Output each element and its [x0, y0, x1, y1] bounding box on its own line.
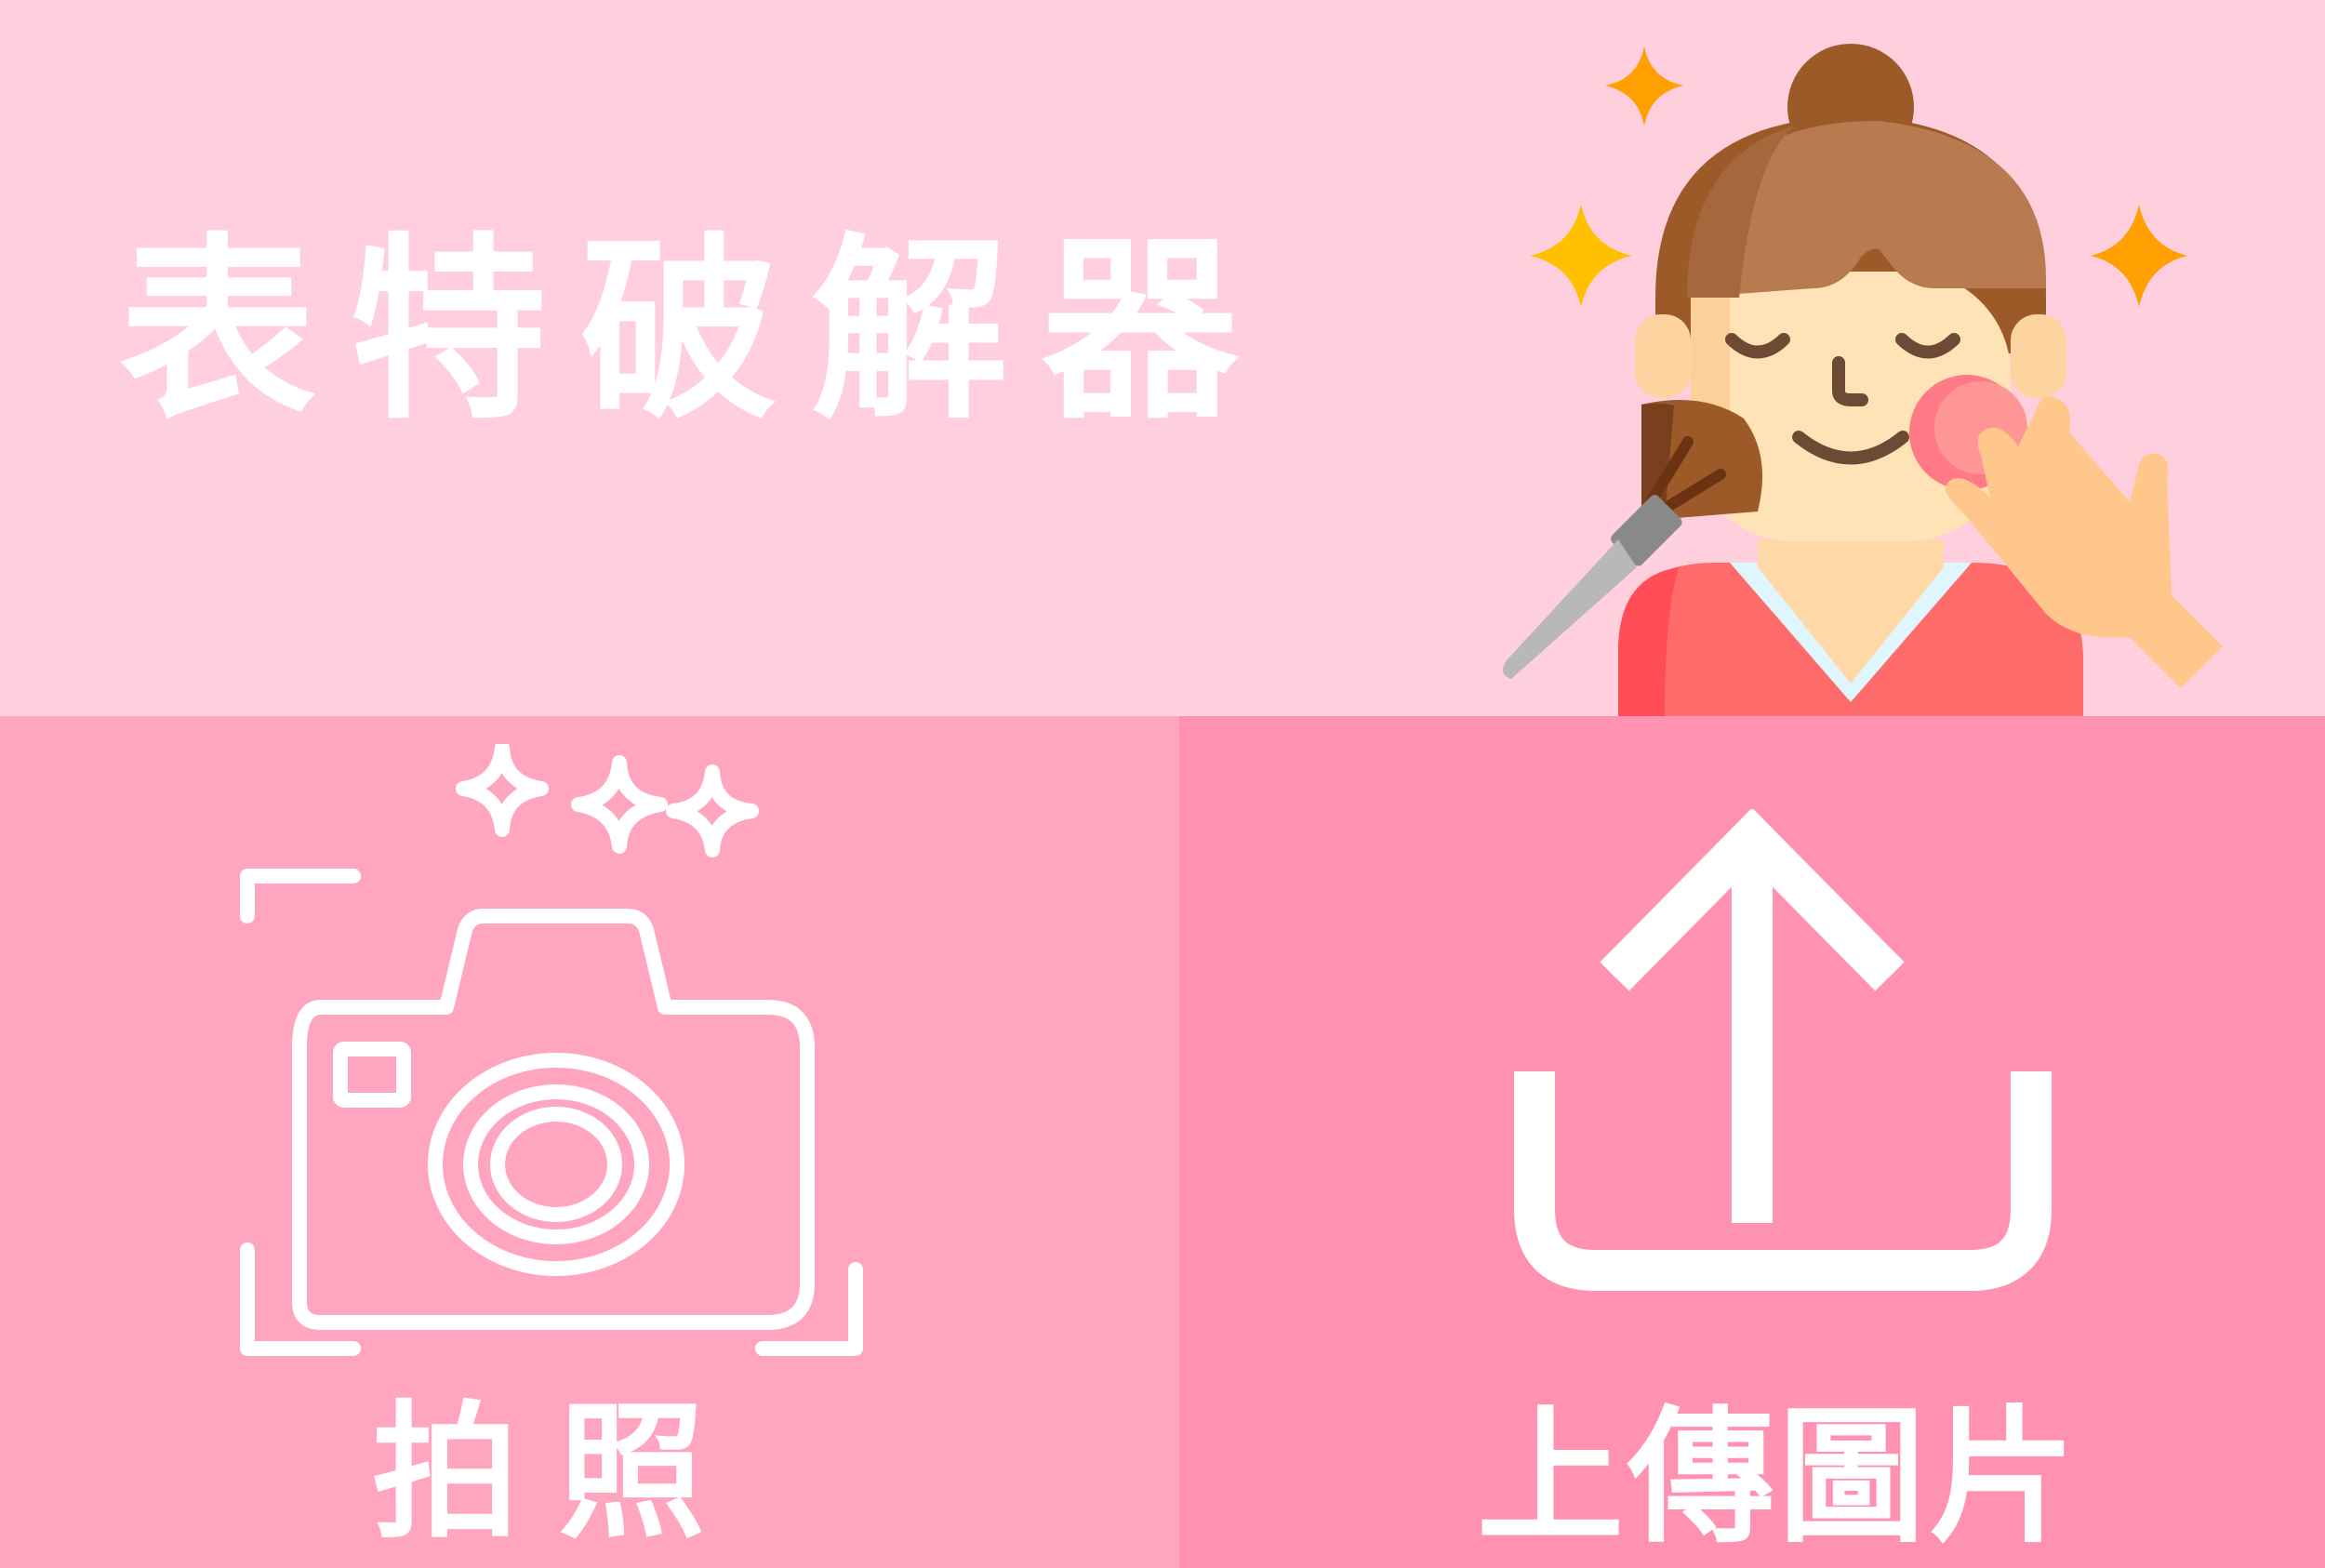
camera-panel[interactable]: 拍照: [0, 716, 1179, 1568]
app-title: 表特破解器: [119, 216, 1272, 445]
upload-panel[interactable]: 上傳圖片: [1179, 716, 2325, 1568]
upload-arrow-icon: [1514, 809, 2052, 1291]
camera-label: 拍照: [372, 1388, 744, 1559]
header: 表特破解器: [0, 0, 2325, 716]
upload-label: 上傳圖片: [1477, 1392, 2079, 1563]
woman-makeup-icon: [1503, 44, 2223, 716]
camera-sparkle-icon: [240, 744, 863, 1356]
